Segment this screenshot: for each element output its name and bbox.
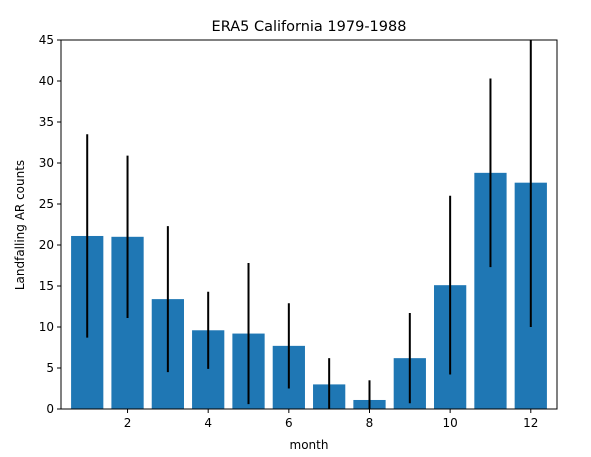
y-tick-label: 25 <box>39 197 54 211</box>
y-axis-ticks: 0 5 10 15 20 25 30 35 40 45 <box>39 33 61 416</box>
errorbars-group <box>86 40 532 409</box>
y-tick-label: 5 <box>46 361 54 375</box>
y-tick-label: 40 <box>39 74 54 88</box>
plot-frame <box>60 39 558 410</box>
y-tick-label: 0 <box>46 402 54 416</box>
y-tick-label: 15 <box>39 279 54 293</box>
y-tick-label: 30 <box>39 156 54 170</box>
x-tick-label: 4 <box>204 416 212 430</box>
bars-group <box>71 172 547 409</box>
y-axis-label: Landfalling AR counts <box>13 160 27 290</box>
y-tick-label: 45 <box>39 33 54 47</box>
chart-title: ERA5 California 1979-1988 <box>212 19 407 35</box>
x-axis-label: month <box>290 438 329 452</box>
x-tick-label: 2 <box>124 416 132 430</box>
y-tick-label: 20 <box>39 238 54 252</box>
x-tick-label: 10 <box>442 416 457 430</box>
x-tick-label: 12 <box>523 416 538 430</box>
x-tick-label: 8 <box>366 416 374 430</box>
y-tick-label: 35 <box>39 115 54 129</box>
x-tick-label: 6 <box>285 416 293 430</box>
x-axis-ticks: 2 4 6 8 10 12 <box>124 409 538 430</box>
y-tick-label: 10 <box>39 320 54 334</box>
